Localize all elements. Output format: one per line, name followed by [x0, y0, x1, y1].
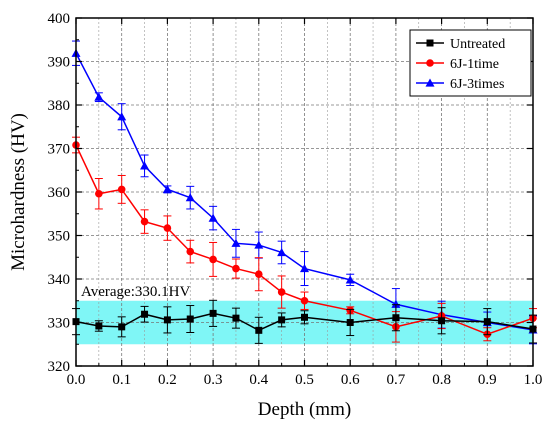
x-tick-label: 0.9: [478, 372, 497, 388]
data-point: [300, 296, 309, 305]
data-point: [300, 264, 309, 273]
x-axis-title: Depth (mm): [258, 399, 351, 420]
x-tick-label: 1.0: [524, 372, 543, 388]
data-point: [231, 238, 241, 247]
y-tick-label: 360: [48, 185, 71, 201]
series-line: [75, 144, 534, 336]
series-6j-1time: [72, 136, 537, 343]
legend-marker: [426, 59, 434, 67]
y-tick-label: 400: [48, 11, 71, 27]
data-point: [118, 323, 126, 331]
y-tick-label: 370: [48, 142, 71, 158]
legend-item: 6J-3times: [416, 77, 504, 92]
data-point: [140, 161, 150, 170]
average-annotation: Average:330.1HV: [81, 284, 190, 300]
x-tick-label: 0.7: [387, 372, 406, 388]
y-tick-label: 380: [48, 98, 71, 114]
x-tick-label: 0.3: [204, 372, 223, 388]
legend-label: 6J-1time: [450, 57, 499, 72]
x-tick-label: 0.5: [295, 372, 314, 388]
data-point: [94, 92, 104, 101]
data-point: [163, 224, 172, 232]
data-point: [140, 217, 149, 226]
data-point: [254, 240, 264, 249]
data-point: [346, 319, 354, 326]
x-tick-label: 0.8: [432, 372, 451, 388]
data-point: [117, 185, 126, 194]
data-point: [392, 314, 400, 322]
data-point: [186, 315, 194, 323]
data-point: [232, 264, 240, 273]
data-point: [278, 316, 286, 324]
legend-item: Untreated: [416, 37, 505, 52]
data-point: [95, 322, 103, 330]
series-line: [75, 52, 534, 331]
data-point: [209, 309, 217, 317]
legend: Untreated 6J-1time 6J-3times: [409, 29, 532, 97]
data-point: [232, 314, 240, 322]
tick-layer: 0.0 0.1 0.2 0.3 0.4 0.5 0.6 0.7 0.8 0.9 1.0 320 330 3…: [48, 11, 543, 388]
y-tick-label: 320: [48, 359, 71, 375]
data-point: [483, 318, 491, 326]
y-tick-label: 390: [48, 55, 71, 71]
x-tick-label: 0.0: [67, 372, 86, 388]
data-point: [391, 299, 401, 308]
data-point: [301, 313, 308, 321]
data-point: [277, 288, 286, 296]
data-point: [254, 270, 263, 279]
data-point: [208, 213, 218, 222]
x-tick-label: 0.4: [249, 372, 268, 388]
data-point: [345, 275, 355, 284]
y-tick-label: 340: [48, 272, 71, 288]
series-line: [75, 312, 534, 332]
x-tick-label: 0.2: [158, 372, 177, 388]
data-point: [117, 112, 127, 121]
data-point: [438, 317, 446, 325]
data-point: [141, 310, 149, 318]
data-point: [185, 193, 195, 202]
legend-item: 6J-1time: [416, 57, 499, 72]
y-axis-title: Microhardness (HV): [8, 113, 29, 271]
data-point: [209, 255, 217, 264]
data-point: [163, 316, 171, 324]
data-point: [162, 184, 172, 193]
legend-label: Untreated: [450, 37, 505, 52]
x-tick-label: 0.1: [112, 372, 131, 388]
x-tick-label: 0.6: [341, 372, 360, 388]
y-tick-label: 330: [48, 316, 71, 332]
series-layer: [71, 40, 538, 345]
data-point: [95, 189, 103, 198]
data-point: [255, 326, 263, 334]
data-point: [186, 247, 195, 256]
data-point: [277, 247, 287, 257]
legend-marker: [425, 78, 435, 87]
legend-label: 6J-3times: [450, 77, 504, 92]
y-tick-label: 350: [48, 229, 71, 245]
legend-marker: [426, 39, 434, 47]
